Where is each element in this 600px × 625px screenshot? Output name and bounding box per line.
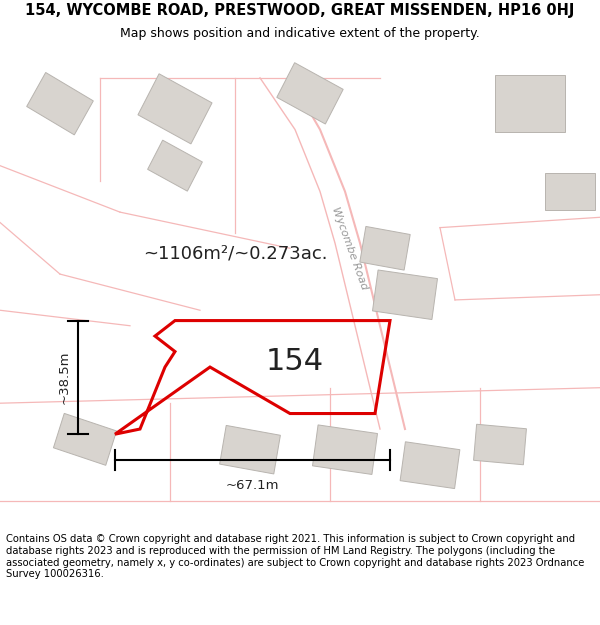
Text: 154: 154 (266, 348, 324, 376)
Polygon shape (473, 424, 526, 465)
Polygon shape (148, 140, 202, 191)
Polygon shape (373, 270, 437, 319)
Text: Contains OS data © Crown copyright and database right 2021. This information is : Contains OS data © Crown copyright and d… (6, 534, 584, 579)
Polygon shape (400, 442, 460, 489)
Polygon shape (220, 426, 280, 474)
Polygon shape (313, 425, 377, 474)
Text: ~67.1m: ~67.1m (226, 479, 279, 492)
Polygon shape (360, 226, 410, 270)
Text: ~38.5m: ~38.5m (58, 351, 71, 404)
Text: Wycombe Road: Wycombe Road (331, 206, 370, 291)
Text: Map shows position and indicative extent of the property.: Map shows position and indicative extent… (120, 28, 480, 40)
Polygon shape (138, 74, 212, 144)
Polygon shape (545, 173, 595, 209)
Text: 154, WYCOMBE ROAD, PRESTWOOD, GREAT MISSENDEN, HP16 0HJ: 154, WYCOMBE ROAD, PRESTWOOD, GREAT MISS… (25, 2, 575, 18)
Polygon shape (277, 62, 343, 124)
Polygon shape (495, 75, 565, 132)
Polygon shape (26, 72, 94, 135)
Polygon shape (53, 413, 116, 466)
Text: ~1106m²/~0.273ac.: ~1106m²/~0.273ac. (143, 244, 327, 262)
